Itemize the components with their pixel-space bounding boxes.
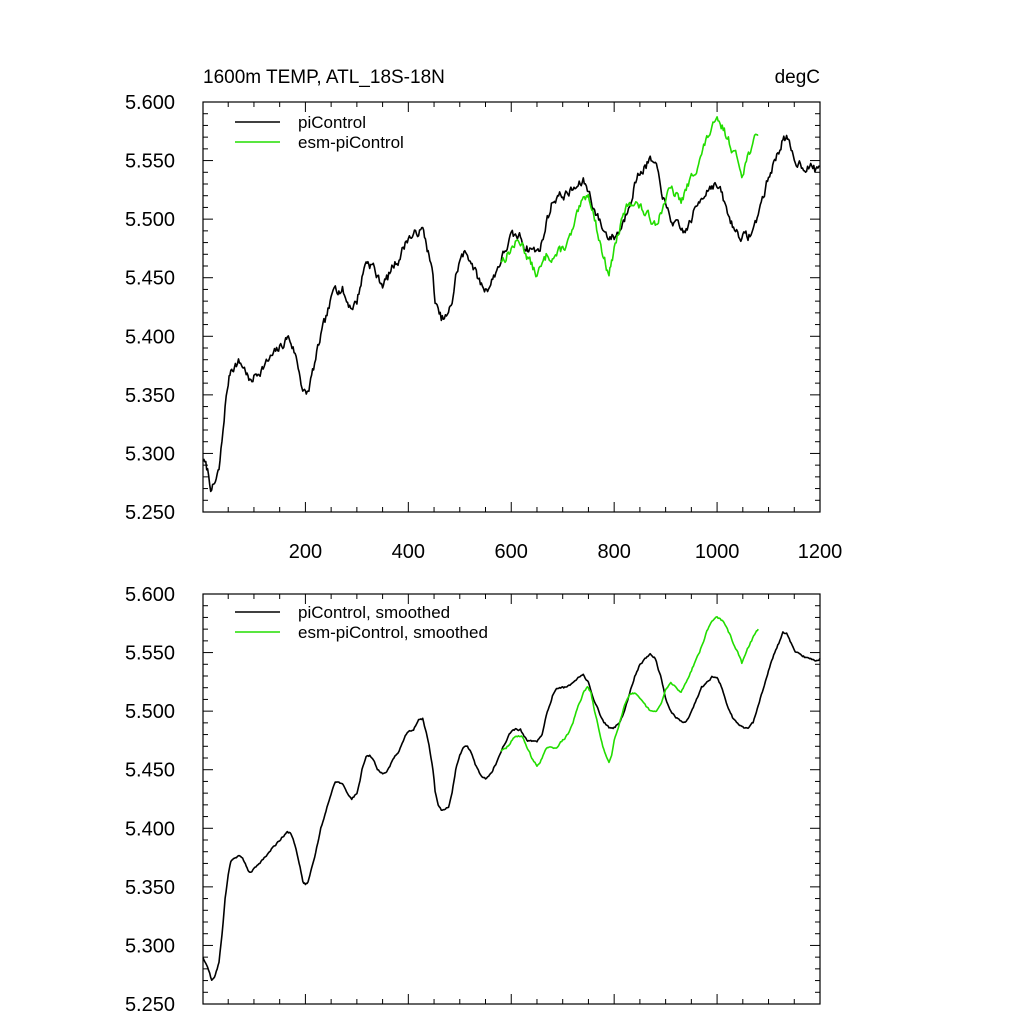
y-tick-label: 5.400 (125, 818, 175, 840)
legend-entry: piControl (298, 113, 366, 132)
plot-frame-0 (202, 101, 821, 513)
x-tick-label: 400 (392, 541, 425, 563)
y-tick-label: 5.300 (125, 935, 175, 957)
y-tick-label: 5.600 (125, 92, 175, 114)
legend-entry: esm-piControl, smoothed (298, 623, 488, 642)
y-tick-label: 5.500 (125, 209, 175, 231)
legend-entry: esm-piControl (298, 133, 404, 152)
y-tick-label: 5.500 (125, 701, 175, 723)
x-tick-label: 800 (597, 541, 630, 563)
y-tick-label: 5.550 (125, 151, 175, 173)
y-tick-label: 5.350 (125, 877, 175, 899)
y-tick-label: 5.400 (125, 326, 175, 348)
y-tick-label: 5.250 (125, 994, 175, 1016)
legend-entry: piControl, smoothed (298, 603, 450, 622)
plot-title: 1600m TEMP, ATL_18S-18N (203, 67, 445, 88)
y-tick-label: 5.600 (125, 584, 175, 606)
series-line-esm-picontrol (500, 616, 759, 767)
series-line-esm-picontrol (500, 116, 759, 278)
series-line-picontrol (202, 631, 821, 981)
y-tick-label: 5.300 (125, 443, 175, 465)
y-tick-label: 5.250 (125, 502, 175, 524)
x-tick-label: 1000 (695, 541, 740, 563)
x-tick-label: 200 (289, 541, 322, 563)
top-panel: 5.250 5.300 5.350 5.400 5.450 5.500 5.550 5.600… (125, 92, 842, 563)
plot-frame-1 (202, 593, 821, 1005)
y-tick-label: 5.450 (125, 268, 175, 290)
x-tick-label: 600 (495, 541, 528, 563)
series-line-picontrol (202, 134, 821, 493)
y-tick-label: 5.450 (125, 760, 175, 782)
units-label: degC (775, 67, 820, 88)
y-tick-label: 5.550 (125, 643, 175, 665)
bottom-panel: 5.250 5.300 5.350 5.400 5.450 5.500 5.550 5.600… (125, 584, 821, 1016)
y-tick-label: 5.350 (125, 385, 175, 407)
x-tick-label: 1200 (798, 541, 843, 563)
